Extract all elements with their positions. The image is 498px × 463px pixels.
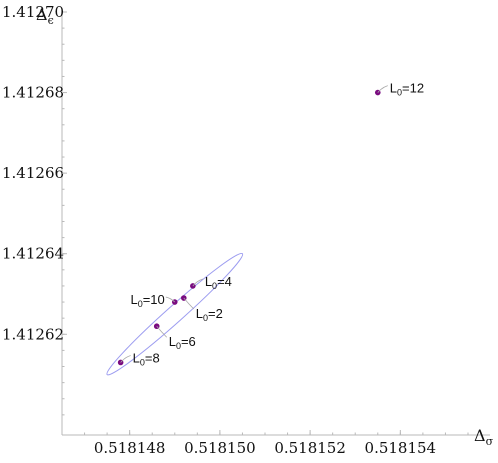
axis-ticks: 0.518148 0.518150 0.518152 0.518154 1.41262 1…: [2, 3, 469, 457]
point-label: L0=4: [205, 274, 232, 291]
x-tick-label: 0.518150: [184, 439, 256, 457]
label-leader-line: [156, 325, 168, 338]
confidence-ellipse-layer: [106, 252, 244, 376]
y-axis-title: Δϵ: [36, 5, 54, 27]
y-tick-label: 1.41266: [2, 164, 64, 182]
y-tick-label: 1.41268: [2, 84, 64, 102]
point-label: L0=6: [169, 334, 196, 351]
label-leader-line: [183, 297, 195, 310]
label-leader-line: [120, 355, 131, 363]
x-tick-label: 0.518148: [94, 439, 166, 457]
point-label: L0=12: [390, 81, 424, 98]
y-tick-label: 1.41270: [2, 3, 64, 21]
point-labels: L0=2 L0=4 L0=6 L0=8 L0=10 L0=12: [120, 81, 424, 367]
label-leader-line: [192, 278, 203, 287]
x-tick-label: 0.518154: [365, 439, 437, 457]
label-leader-line: [165, 296, 176, 303]
axes: Δϵ Δσ: [36, 5, 494, 448]
point-label: L0=10: [130, 292, 164, 309]
data-points: [117, 89, 381, 366]
confidence-ellipse: [106, 252, 244, 376]
point-label: L0=2: [196, 306, 223, 323]
y-tick-label: 1.41264: [2, 245, 64, 263]
label-leader-line: [377, 85, 388, 93]
y-tick-label: 1.41262: [2, 325, 64, 343]
point-label: L0=8: [133, 350, 160, 367]
x-axis-title: Δσ: [474, 426, 494, 448]
x-tick-label: 0.518152: [274, 439, 346, 457]
